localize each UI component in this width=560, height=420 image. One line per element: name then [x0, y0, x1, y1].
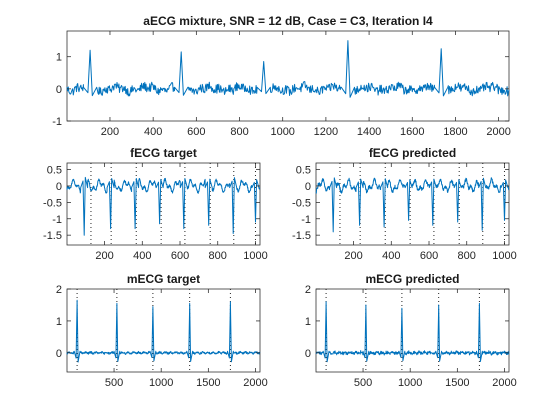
fecg-predicted-ytick-label: 0.5 — [296, 165, 311, 177]
fecg-predicted-ytick-label: -1 — [301, 214, 311, 226]
fecg-predicted-axes — [315, 162, 510, 246]
mecg-target-xtick-label: 2000 — [243, 377, 267, 389]
aecg-chart: aECG mixture, SNR = 12 dB, Case = C3, It… — [52, 14, 511, 138]
fecg-target-ytick-label: 0 — [56, 181, 62, 193]
aecg-xtick-label: 1600 — [400, 126, 424, 138]
fecg-target-ytick-label: -1 — [52, 214, 62, 226]
mecg-target-ytick-label: 0 — [56, 348, 62, 360]
fecg-target-xtick-label: 200 — [95, 250, 113, 262]
fecg-target-xtick-label: 1000 — [243, 250, 267, 262]
mecg-target-title: mECG target — [127, 272, 200, 286]
mecg-predicted-xtick-label: 2000 — [492, 377, 516, 389]
mecg-target-axes — [66, 288, 261, 373]
aecg-series — [66, 40, 510, 98]
fecg-target-xtick-label: 400 — [133, 250, 151, 262]
mecg-target-xtick-label: 500 — [105, 377, 123, 389]
fecg-target-ytick-label: 0.5 — [47, 165, 62, 177]
aecg-xtick-label: 800 — [230, 126, 248, 138]
mecg-predicted-axes — [315, 288, 510, 373]
fecg-target-title: fECG target — [130, 146, 197, 160]
fecg-predicted-ytick-label: -0.5 — [292, 197, 311, 209]
aecg-xtick-label: 1200 — [314, 126, 338, 138]
fecg-predicted-xtick-label: 1000 — [492, 250, 516, 262]
mecg-predicted-xtick-label: 1500 — [445, 377, 469, 389]
mecg-predicted-series — [315, 301, 510, 363]
mecg-predicted-xtick-label: 1000 — [398, 377, 422, 389]
mecg-predicted-xtick-label: 500 — [354, 377, 372, 389]
mecg-target-chart: mECG target 500 1000 1500 2000 0 1 2 — [56, 272, 268, 389]
fecg-predicted-ytick-label: 0 — [305, 181, 311, 193]
fecg-target-xtick-label: 800 — [209, 250, 227, 262]
aecg-xtick-label: 1000 — [270, 126, 294, 138]
fecg-predicted-ytick-label: -1.5 — [292, 230, 311, 242]
fecg-predicted-xtick-label: 800 — [458, 250, 476, 262]
mecg-predicted-title: mECG predicted — [365, 272, 459, 286]
fecg-target-chart: fECG target 200 400 600 800 1000 -1.5 -1 -0.5 0 0.… — [43, 146, 268, 262]
aecg-title: aECG mixture, SNR = 12 dB, Case = C3, It… — [143, 14, 433, 28]
fecg-predicted-xtick-label: 400 — [382, 250, 400, 262]
mecg-target-xtick-label: 1500 — [196, 377, 220, 389]
mecg-predicted-ytick-label: 1 — [305, 316, 311, 328]
mecg-target-ytick-label: 1 — [56, 316, 62, 328]
fecg-predicted-series — [315, 177, 510, 233]
aecg-ytick-label: -1 — [52, 116, 62, 128]
aecg-xtick-label: 1400 — [357, 126, 381, 138]
aecg-axes — [66, 30, 510, 122]
fecg-target-series — [66, 176, 261, 236]
fecg-predicted-chart: fECG predicted 200 400 600 800 1000 -1.5 -1 -0.5… — [292, 146, 517, 262]
mecg-predicted-chart: mECG predicted 500 1000 1500 2000 0 1 2 — [305, 272, 517, 389]
aecg-ytick-label: 0 — [56, 84, 62, 96]
fecg-predicted-xtick-label: 200 — [344, 250, 362, 262]
mecg-predicted-ytick-label: 0 — [305, 348, 311, 360]
fecg-target-axes — [66, 162, 261, 246]
aecg-xtick-label: 400 — [144, 126, 162, 138]
fecg-target-ytick-label: -1.5 — [43, 230, 62, 242]
aecg-xtick-label: 1800 — [443, 126, 467, 138]
aecg-xtick-label: 2000 — [486, 126, 510, 138]
mecg-target-ytick-label: 2 — [56, 284, 62, 296]
mecg-target-xtick-label: 1000 — [149, 377, 173, 389]
mecg-predicted-ytick-label: 2 — [305, 284, 311, 296]
aecg-xtick-label: 600 — [187, 126, 205, 138]
aecg-ytick-label: 1 — [56, 52, 62, 64]
fecg-target-ytick-label: -0.5 — [43, 197, 62, 209]
aecg-xtick-label: 200 — [101, 126, 119, 138]
mecg-target-series — [66, 299, 261, 363]
fecg-predicted-title: fECG predicted — [369, 146, 456, 160]
fecg-predicted-xtick-label: 600 — [420, 250, 438, 262]
fecg-target-xtick-label: 600 — [171, 250, 189, 262]
